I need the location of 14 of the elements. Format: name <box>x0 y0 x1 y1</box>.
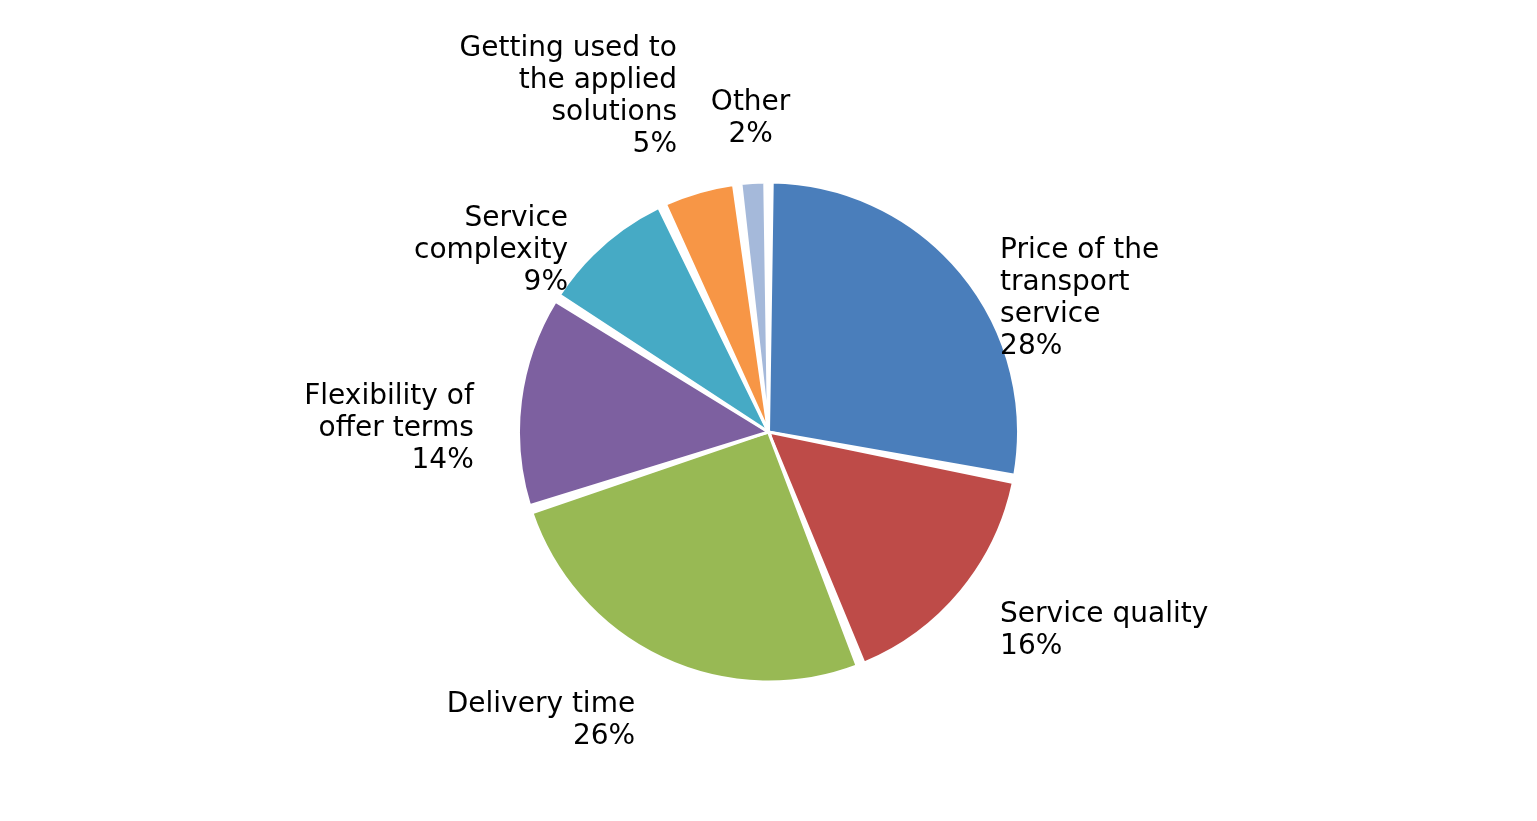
data-label: 26% <box>572 717 636 751</box>
data-label: 9% <box>523 264 569 298</box>
data-label: 14% <box>411 442 474 476</box>
slice-label: Getting used to the applied solutions <box>459 30 677 128</box>
data-label: 28% <box>1000 328 1063 362</box>
slice-label: Other <box>710 83 791 117</box>
slice-label: Flexibility of offer terms <box>304 378 475 444</box>
slice-label: Service complexity <box>414 200 569 266</box>
slice-label: Delivery time <box>446 685 636 719</box>
data-label: 5% <box>632 126 677 160</box>
slice-label: Service quality <box>1000 595 1209 629</box>
data-label: 2% <box>728 115 773 149</box>
slice-label: Price of the transport service <box>1000 232 1160 330</box>
data-label: 16% <box>1000 627 1063 661</box>
